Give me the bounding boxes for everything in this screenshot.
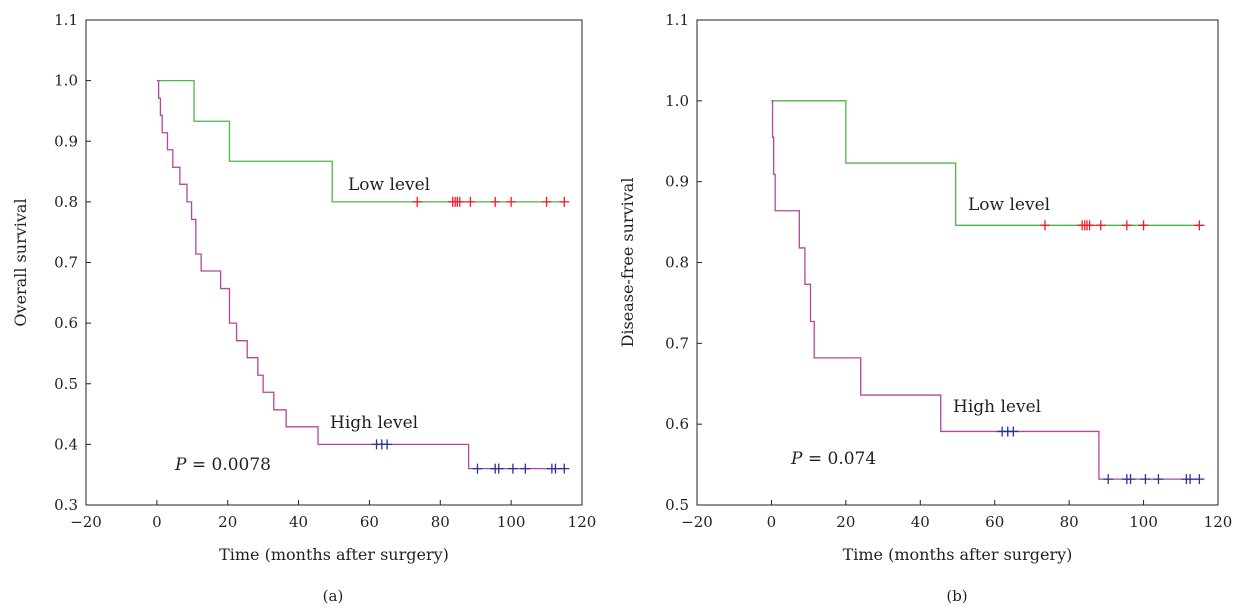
- panel-label: (b): [946, 587, 967, 605]
- y-tick-label: 0.5: [54, 375, 78, 393]
- x-axis-title: Time (months after surgery): [843, 545, 1073, 564]
- low-level-censor-mark: [1084, 220, 1095, 231]
- overall-survival-chart: −20 0 20 40 60 80 100 120 0.3 0.4 0.5 0.6 0.7 0.8 0.9 1…: [11, 11, 596, 605]
- low-level-survival-curve: [156, 79, 565, 203]
- disease-free-survival-chart: −20 0 20 40 60 80 100 120 0.5 0.6 0.7 0.8 0.9 1.0 1.1 T…: [618, 11, 1232, 605]
- high-level-survival-curve: [156, 79, 565, 470]
- y-tick-label: 0.7: [665, 334, 689, 352]
- y-tick-label: 0.3: [54, 496, 78, 514]
- y-tick-label: 1.1: [54, 11, 78, 29]
- high-level-censor-mark: [1125, 474, 1136, 485]
- y-tick-label: 1.0: [54, 72, 78, 90]
- x-tick-label: −20: [681, 513, 713, 531]
- x-tick-label: 60: [360, 513, 379, 531]
- x-tick-label: 120: [568, 513, 597, 531]
- x-tick-label: 40: [911, 513, 930, 531]
- low-level-survival-curve: [771, 100, 1200, 226]
- low-level-censor-mark: [412, 196, 423, 207]
- y-axis-title: Overall survival: [11, 198, 30, 326]
- y-tick-label: 0.9: [54, 132, 78, 150]
- p-value-annotation: P = 0.074: [790, 449, 876, 469]
- y-tick-label: 0.4: [54, 435, 78, 453]
- high-level-label: High level: [330, 413, 418, 433]
- high-level-censor-mark: [1194, 474, 1205, 485]
- y-tick-label: 0.8: [54, 193, 78, 211]
- high-level-censor-mark: [382, 439, 393, 450]
- low-level-censor-mark: [506, 196, 517, 207]
- x-axis-title: Time (months after surgery): [219, 545, 449, 564]
- high-level-censor-mark: [493, 463, 504, 474]
- high-level-censor-mark: [550, 463, 561, 474]
- low-level-censor-mark: [490, 196, 501, 207]
- low-level-censor-mark: [1138, 220, 1149, 231]
- high-level-censor-mark: [507, 463, 518, 474]
- x-tick-label: 40: [289, 513, 308, 531]
- x-tick-label: 100: [1129, 513, 1158, 531]
- low-level-censor-mark: [1095, 220, 1106, 231]
- p-value-symbol: P: [790, 449, 803, 469]
- low-level-censor-mark: [559, 196, 570, 207]
- low-level-censor-mark: [1121, 220, 1132, 231]
- y-tick-label: 0.6: [665, 415, 689, 433]
- y-tick-label: 0.7: [54, 254, 78, 272]
- y-tick-label: 0.8: [665, 254, 689, 272]
- x-tick-label: 60: [985, 513, 1004, 531]
- panel-label: (a): [323, 587, 344, 605]
- high-level-censor-mark: [1103, 474, 1114, 485]
- x-tick-label: 100: [497, 513, 526, 531]
- p-value-annotation: P = 0.0078: [174, 455, 271, 475]
- x-tick-label: 0: [152, 513, 162, 531]
- y-tick-label: 0.9: [665, 173, 689, 191]
- high-level-censor-mark: [1008, 426, 1019, 437]
- y-tick-label: 0.6: [54, 314, 78, 332]
- high-level-label: High level: [953, 397, 1041, 417]
- y-tick-label: 1.1: [665, 11, 689, 29]
- x-tick-label: 80: [431, 513, 450, 531]
- x-tick-label: 20: [218, 513, 237, 531]
- x-tick-label: 120: [1204, 513, 1233, 531]
- x-tick-label: 80: [1060, 513, 1079, 531]
- low-level-label: Low level: [348, 175, 430, 195]
- high-level-censor-mark: [1140, 474, 1151, 485]
- high-level-survival-curve: [771, 100, 1200, 480]
- y-tick-label: 1.0: [665, 92, 689, 110]
- low-level-censor-mark: [1194, 220, 1205, 231]
- y-axis-title: Disease-free survival: [618, 178, 637, 348]
- p-value-symbol: P: [174, 455, 187, 475]
- p-value-text: = 0.0078: [186, 455, 271, 475]
- plot-frame: [696, 19, 1219, 506]
- high-level-censor-mark: [1185, 474, 1196, 485]
- high-level-censor-mark: [559, 463, 570, 474]
- low-level-label: Low level: [968, 195, 1050, 215]
- high-level-censor-mark: [1153, 474, 1164, 485]
- low-level-censor-mark: [454, 196, 465, 207]
- x-tick-label: 20: [836, 513, 855, 531]
- y-tick-label: 0.5: [665, 496, 689, 514]
- high-level-censor-mark: [472, 463, 483, 474]
- low-level-censor-mark: [465, 196, 476, 207]
- low-level-censor-mark: [541, 196, 552, 207]
- high-level-censor-mark: [520, 463, 531, 474]
- p-value-text: = 0.074: [802, 449, 876, 469]
- x-tick-label: 0: [767, 513, 777, 531]
- low-level-censor-mark: [1039, 220, 1050, 231]
- x-tick-label: −20: [70, 513, 102, 531]
